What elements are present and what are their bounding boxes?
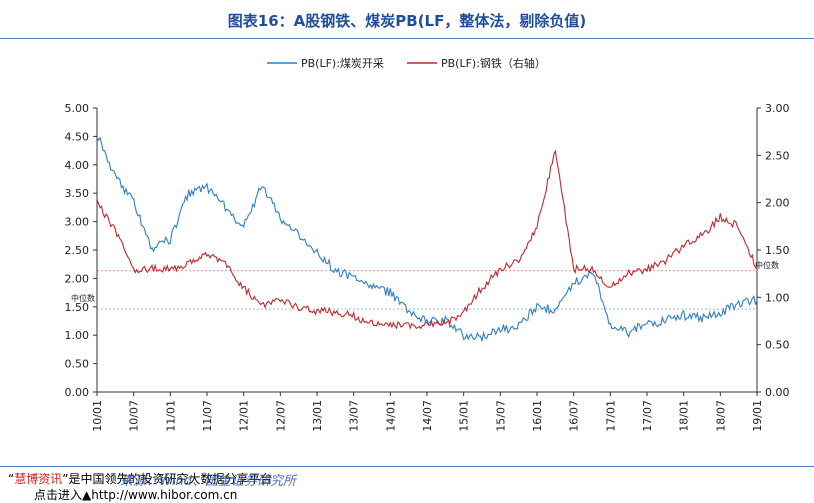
x-tick-label: 16/07 — [568, 400, 581, 432]
right-tick-label: 0.50 — [765, 339, 790, 352]
left-tick-label: 4.50 — [65, 130, 90, 143]
footer-line-1: “慧博资讯”是中国领先的投资研究大数据分享平台 — [8, 470, 272, 487]
legend-label-steel: PB(LF):钢铁（右轴） — [441, 56, 546, 70]
x-tick-label: 14/01 — [384, 400, 397, 432]
left-tick-label: 4.00 — [65, 159, 90, 172]
x-tick-label: 17/01 — [604, 400, 617, 432]
x-tick-label: 10/07 — [128, 400, 141, 432]
left-tick-label: 3.50 — [65, 187, 90, 200]
left-tick-label: 1.00 — [65, 329, 90, 342]
hibor-brand[interactable]: 慧博资讯 — [14, 472, 63, 486]
footer-rule — [0, 466, 814, 467]
left-tick-label: 3.00 — [65, 216, 90, 229]
chart-title: 图表16：A股钢铁、煤炭PB(LF，整体法，剔除负值) — [227, 12, 587, 30]
quote-open: “ — [8, 472, 15, 486]
x-tick-label: 13/01 — [311, 400, 324, 432]
footer-tagline: ”是中国领先的投资研究大数据分享平台 — [62, 472, 273, 486]
chart: PB(LF):煤炭开采 PB(LF):钢铁（右轴） 0.00 0.50 1.00 1.50… — [65, 56, 790, 432]
left-tick-label: 1.50 — [65, 301, 90, 314]
series-line-coal — [96, 136, 758, 342]
x-tick-label: 17/07 — [641, 400, 654, 432]
right-tick-label: 0.00 — [765, 386, 790, 399]
x-tick-label: 12/01 — [238, 400, 251, 432]
legend-label-coal: PB(LF):煤炭开采 — [301, 57, 384, 70]
x-tick-label: 19/01 — [751, 400, 764, 432]
x-tick-label: 15/07 — [494, 400, 507, 432]
left-tick-label: 0.00 — [65, 386, 90, 399]
title-rule — [0, 38, 814, 39]
left-tick-label: 0.50 — [65, 358, 90, 371]
source-note: 来源：Wind、国金证券研究所 — [120, 474, 296, 489]
left-tick-label: 5.00 — [65, 102, 90, 115]
x-tick-label: 16/01 — [531, 400, 544, 432]
right-tick-label: 3.00 — [765, 102, 790, 115]
x-tick-label: 14/07 — [421, 400, 434, 432]
cursor-icon: ▲ — [82, 488, 92, 502]
x-tick-label: 18/07 — [714, 400, 727, 432]
left-tick-label: 2.00 — [65, 272, 90, 285]
median-label-coal: 中位数 — [71, 293, 95, 303]
right-tick-label: 1.50 — [765, 244, 790, 257]
right-tick-label: 2.50 — [765, 149, 790, 162]
enter-label: 点击进入 — [34, 488, 83, 502]
left-tick-label: 2.50 — [65, 244, 90, 257]
right-tick-label: 1.00 — [765, 291, 790, 304]
right-tick-label: 2.00 — [765, 197, 790, 210]
x-tick-label: 18/01 — [678, 400, 691, 432]
x-tick-label: 13/07 — [348, 400, 361, 432]
hibor-link[interactable]: http://www.hibor.com.cn — [91, 488, 238, 502]
x-tick-label: 12/07 — [274, 400, 287, 432]
x-tick-label: 11/07 — [201, 400, 214, 432]
x-tick-label: 15/01 — [458, 400, 471, 432]
footer-line-2: 点击进入▲http://www.hibor.com.cn — [34, 486, 237, 503]
median-label-steel: 中位数 — [755, 260, 779, 270]
x-tick-label: 10/01 — [91, 400, 104, 432]
x-tick-label: 11/01 — [164, 400, 177, 432]
series-line-steel — [96, 149, 758, 330]
